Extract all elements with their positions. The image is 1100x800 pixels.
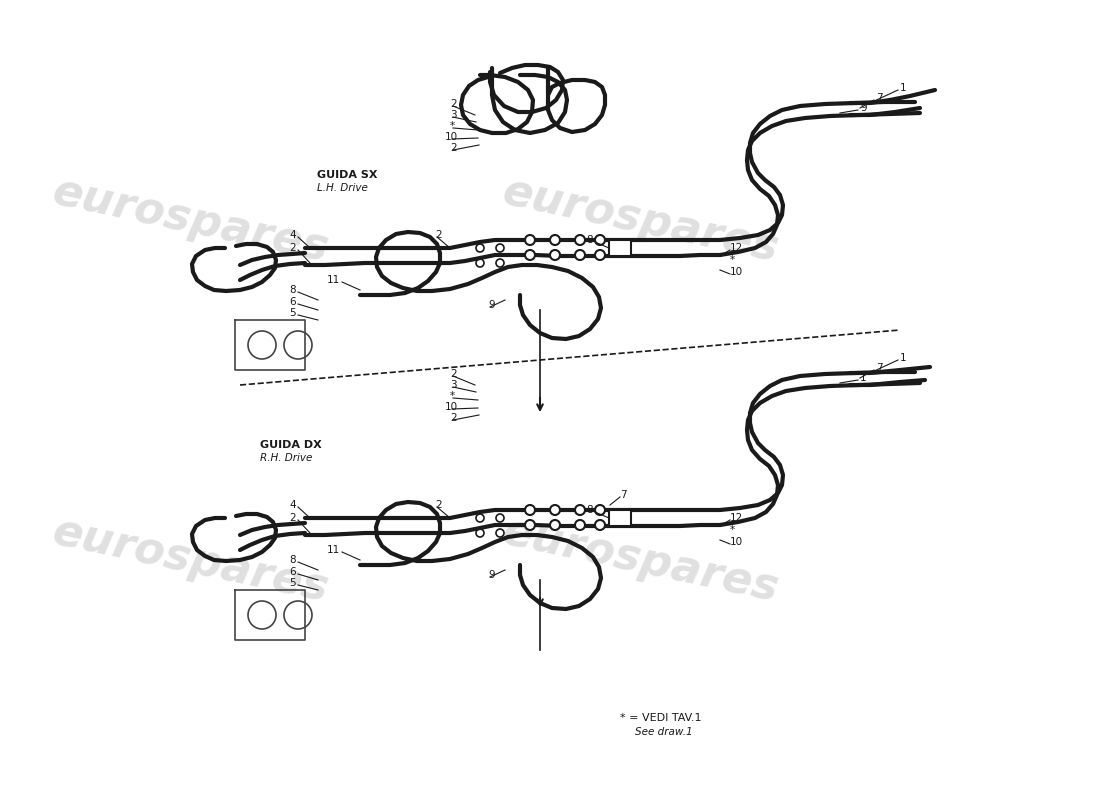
Text: 9: 9 xyxy=(860,103,867,113)
Circle shape xyxy=(595,520,605,530)
Circle shape xyxy=(550,520,560,530)
Text: *: * xyxy=(730,525,735,535)
Text: eurospares: eurospares xyxy=(498,510,782,610)
Circle shape xyxy=(575,505,585,515)
Bar xyxy=(609,510,631,526)
Circle shape xyxy=(595,235,605,245)
Text: 10: 10 xyxy=(446,132,458,142)
Text: 12: 12 xyxy=(730,513,744,523)
Text: 5: 5 xyxy=(289,578,296,588)
Text: 2: 2 xyxy=(434,230,441,240)
Text: 2: 2 xyxy=(289,243,296,253)
Text: 9: 9 xyxy=(488,300,495,310)
Text: 1: 1 xyxy=(900,353,906,363)
Text: *: * xyxy=(450,121,455,131)
Text: eurospares: eurospares xyxy=(48,170,332,270)
Text: 1: 1 xyxy=(900,83,906,93)
Text: 7: 7 xyxy=(876,93,882,103)
Text: 8: 8 xyxy=(289,285,296,295)
Text: eurospares: eurospares xyxy=(498,170,782,270)
Text: R.H. Drive: R.H. Drive xyxy=(260,453,312,463)
Text: 2: 2 xyxy=(450,413,456,423)
Text: *: * xyxy=(730,255,735,265)
Text: 10: 10 xyxy=(446,402,458,412)
Text: 2: 2 xyxy=(434,500,441,510)
Circle shape xyxy=(575,235,585,245)
Text: 3: 3 xyxy=(450,380,456,390)
Text: 8: 8 xyxy=(289,555,296,565)
Text: *: * xyxy=(450,391,455,401)
Text: L.H. Drive: L.H. Drive xyxy=(317,183,367,193)
Text: 11: 11 xyxy=(327,275,340,285)
Text: eurospares: eurospares xyxy=(48,510,332,610)
Circle shape xyxy=(550,235,560,245)
Circle shape xyxy=(525,250,535,260)
Text: 5: 5 xyxy=(289,308,296,318)
Text: 1: 1 xyxy=(860,373,867,383)
Text: 2: 2 xyxy=(450,369,456,379)
Circle shape xyxy=(595,505,605,515)
Bar xyxy=(609,240,631,256)
Text: 8: 8 xyxy=(586,505,593,515)
Text: 2: 2 xyxy=(450,99,456,109)
Circle shape xyxy=(575,250,585,260)
Circle shape xyxy=(575,520,585,530)
Text: 9: 9 xyxy=(488,570,495,580)
Text: 7: 7 xyxy=(620,490,627,500)
Text: 11: 11 xyxy=(327,545,340,555)
Text: 6: 6 xyxy=(289,297,296,307)
Circle shape xyxy=(595,250,605,260)
Circle shape xyxy=(525,235,535,245)
Text: 4: 4 xyxy=(289,230,296,240)
Text: 2: 2 xyxy=(289,513,296,523)
Text: 12: 12 xyxy=(730,243,744,253)
Text: 10: 10 xyxy=(730,267,744,277)
Circle shape xyxy=(550,250,560,260)
Text: * = VEDI TAV.1: * = VEDI TAV.1 xyxy=(620,713,702,723)
Text: 10: 10 xyxy=(730,537,744,547)
Text: GUIDA DX: GUIDA DX xyxy=(260,440,321,450)
Text: 4: 4 xyxy=(289,500,296,510)
Circle shape xyxy=(550,505,560,515)
Text: 8: 8 xyxy=(586,235,593,245)
Circle shape xyxy=(525,505,535,515)
Circle shape xyxy=(525,520,535,530)
Text: 3: 3 xyxy=(450,110,456,120)
Text: 6: 6 xyxy=(289,567,296,577)
Text: See draw.1: See draw.1 xyxy=(635,727,693,737)
Text: 2: 2 xyxy=(450,143,456,153)
Text: 7: 7 xyxy=(876,363,882,373)
Text: GUIDA SX: GUIDA SX xyxy=(317,170,377,180)
